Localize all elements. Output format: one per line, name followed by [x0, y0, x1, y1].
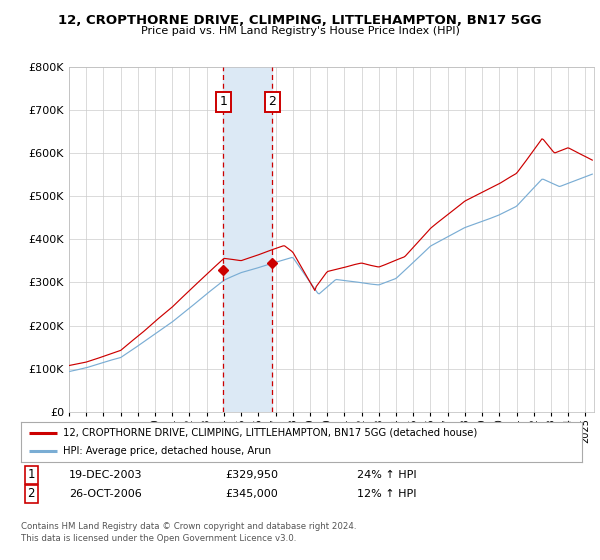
- Text: 19-DEC-2003: 19-DEC-2003: [69, 470, 143, 480]
- Text: Contains HM Land Registry data © Crown copyright and database right 2024.: Contains HM Land Registry data © Crown c…: [21, 522, 356, 531]
- Text: This data is licensed under the Open Government Licence v3.0.: This data is licensed under the Open Gov…: [21, 534, 296, 543]
- Text: 12% ↑ HPI: 12% ↑ HPI: [357, 489, 416, 499]
- Text: Price paid vs. HM Land Registry's House Price Index (HPI): Price paid vs. HM Land Registry's House …: [140, 26, 460, 36]
- Text: 12, CROPTHORNE DRIVE, CLIMPING, LITTLEHAMPTON, BN17 5GG: 12, CROPTHORNE DRIVE, CLIMPING, LITTLEHA…: [58, 14, 542, 27]
- Text: HPI: Average price, detached house, Arun: HPI: Average price, detached house, Arun: [63, 446, 271, 456]
- Text: 24% ↑ HPI: 24% ↑ HPI: [357, 470, 416, 480]
- Text: 26-OCT-2006: 26-OCT-2006: [69, 489, 142, 499]
- Text: 1: 1: [220, 95, 227, 108]
- Text: 12, CROPTHORNE DRIVE, CLIMPING, LITTLEHAMPTON, BN17 5GG (detached house): 12, CROPTHORNE DRIVE, CLIMPING, LITTLEHA…: [63, 428, 478, 437]
- Bar: [223, 67, 272, 412]
- Text: 1: 1: [28, 468, 35, 482]
- Text: £345,000: £345,000: [225, 489, 278, 499]
- Text: 2: 2: [28, 487, 35, 501]
- Text: 2: 2: [269, 95, 277, 108]
- Text: £329,950: £329,950: [225, 470, 278, 480]
